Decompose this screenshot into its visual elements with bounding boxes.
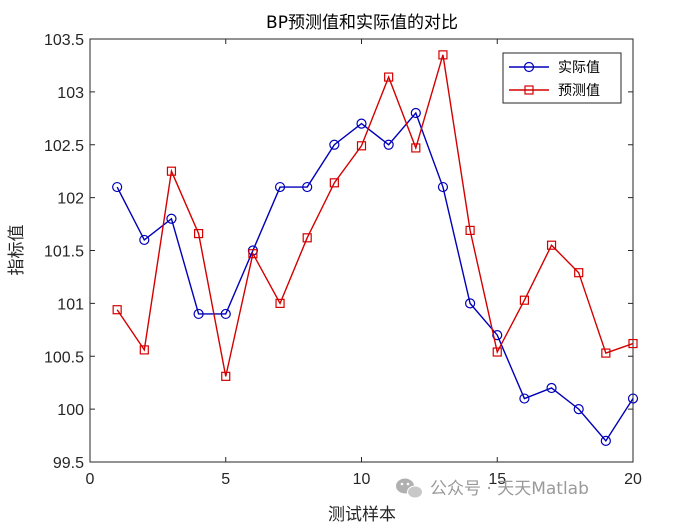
data-point xyxy=(410,107,421,119)
data-point xyxy=(139,234,150,246)
legend-marker xyxy=(523,61,535,73)
data-point xyxy=(465,225,475,236)
data-point xyxy=(275,298,285,308)
data-point xyxy=(166,166,177,176)
x-tick-label: 15 xyxy=(488,471,506,488)
legend-label: 实际值 xyxy=(558,60,600,76)
x-tick-label: 10 xyxy=(353,471,371,488)
x-axis-title: 测试样本 xyxy=(328,505,396,525)
data-point xyxy=(139,345,149,355)
data-point xyxy=(601,348,611,358)
data-point xyxy=(194,228,204,239)
data-point xyxy=(546,382,557,394)
y-tick-label: 101.5 xyxy=(44,244,84,261)
data-point xyxy=(465,298,476,309)
data-point xyxy=(329,139,340,150)
data-point xyxy=(302,233,312,243)
series-group xyxy=(112,50,639,446)
data-point xyxy=(302,181,313,193)
data-point xyxy=(356,118,367,129)
wechat-icon xyxy=(396,478,423,499)
data-point xyxy=(112,305,122,315)
axis-ticks: 0 5 10 15 20 99.5 100 100.5 101 101.5 102 102.5 103 1… xyxy=(44,32,642,488)
data-point xyxy=(492,347,502,357)
data-point xyxy=(274,181,286,193)
data-point xyxy=(356,141,367,151)
legend-item: 实际值 xyxy=(509,60,600,76)
series-line xyxy=(116,54,634,377)
y-tick-label: 103 xyxy=(57,85,84,102)
y-tick-label: 102 xyxy=(57,191,84,208)
y-tick-label: 102.5 xyxy=(44,138,84,155)
data-point xyxy=(519,295,530,305)
y-tick-label: 103.5 xyxy=(44,32,84,49)
watermark: 公众号 · 天天Matlab xyxy=(396,478,589,499)
legend-marker xyxy=(524,85,534,95)
data-point xyxy=(166,213,177,224)
y-tick-label: 100.5 xyxy=(44,349,84,366)
data-point xyxy=(112,181,123,193)
data-point xyxy=(573,404,584,415)
data-point xyxy=(384,72,394,82)
data-point xyxy=(220,308,231,320)
legend-box xyxy=(502,52,622,104)
data-point xyxy=(437,181,449,193)
data-point xyxy=(248,249,258,259)
x-tick-label: 0 xyxy=(86,471,95,488)
watermark-text: 公众号 · 天天Matlab xyxy=(430,479,589,499)
legend-label: 预测值 xyxy=(558,83,600,99)
data-point xyxy=(574,268,584,278)
chart-title: BP预测值和实际值的对比 xyxy=(266,13,458,33)
series-1 xyxy=(112,107,639,446)
legend-item: 预测值 xyxy=(509,83,600,99)
y-tick-label: 100 xyxy=(57,402,84,419)
data-point xyxy=(438,50,448,60)
x-tick-label: 20 xyxy=(624,471,642,488)
y-tick-label: 99.5 xyxy=(53,455,84,472)
data-point xyxy=(627,393,639,404)
data-point xyxy=(546,240,557,250)
x-tick-label: 5 xyxy=(221,471,230,488)
data-point xyxy=(492,330,503,341)
y-tick-label: 101 xyxy=(57,296,84,313)
data-point xyxy=(193,308,204,320)
y-axis-title: 指标值 xyxy=(7,225,27,276)
data-point xyxy=(628,338,638,349)
data-point xyxy=(600,435,611,446)
data-point xyxy=(519,393,530,404)
data-point xyxy=(221,371,231,381)
data-point xyxy=(383,139,394,150)
data-point xyxy=(411,143,421,153)
data-point xyxy=(329,178,339,188)
series-2 xyxy=(112,50,638,381)
